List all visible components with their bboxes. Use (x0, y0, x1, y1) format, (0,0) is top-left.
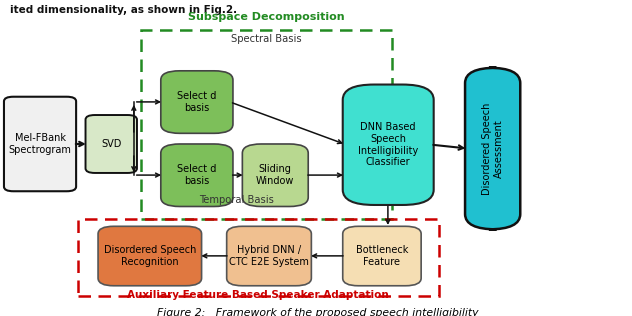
FancyBboxPatch shape (98, 226, 202, 286)
FancyBboxPatch shape (465, 68, 520, 229)
Text: Temporal Basis: Temporal Basis (198, 195, 274, 205)
Text: ited dimensionality, as shown in Fig.2.: ited dimensionality, as shown in Fig.2. (10, 5, 238, 15)
Text: Select d
basis: Select d basis (177, 91, 217, 113)
FancyBboxPatch shape (161, 144, 233, 206)
Text: Hybrid DNN /
CTC E2E System: Hybrid DNN / CTC E2E System (229, 245, 309, 267)
Text: Sliding
Window: Sliding Window (256, 164, 295, 186)
Text: Figure 2:   Framework of the proposed speech intelligibility: Figure 2: Framework of the proposed spee… (157, 308, 478, 316)
Text: SVD: SVD (101, 139, 121, 149)
Text: Mel-FBank
Spectrogram: Mel-FBank Spectrogram (9, 133, 71, 155)
FancyBboxPatch shape (242, 144, 308, 206)
Text: Subspace Decomposition: Subspace Decomposition (188, 12, 344, 22)
Bar (141, 30, 392, 219)
Text: Disordered Speech
Assessment: Disordered Speech Assessment (482, 102, 504, 195)
Bar (78, 219, 439, 296)
FancyBboxPatch shape (343, 85, 434, 205)
FancyBboxPatch shape (161, 71, 233, 133)
Text: Bottleneck
Feature: Bottleneck Feature (356, 245, 408, 267)
Text: Spectral Basis: Spectral Basis (231, 34, 301, 44)
Text: Auxiliary Feature Based Speaker Adaptation: Auxiliary Feature Based Speaker Adaptati… (127, 290, 389, 300)
FancyBboxPatch shape (343, 226, 421, 286)
FancyBboxPatch shape (227, 226, 312, 286)
FancyBboxPatch shape (4, 97, 76, 191)
FancyBboxPatch shape (85, 115, 137, 173)
Text: DNN Based
Speech
Intelligibility
Classifier: DNN Based Speech Intelligibility Classif… (358, 122, 418, 167)
Text: Disordered Speech
Recognition: Disordered Speech Recognition (104, 245, 196, 267)
Text: Select d
basis: Select d basis (177, 164, 217, 186)
